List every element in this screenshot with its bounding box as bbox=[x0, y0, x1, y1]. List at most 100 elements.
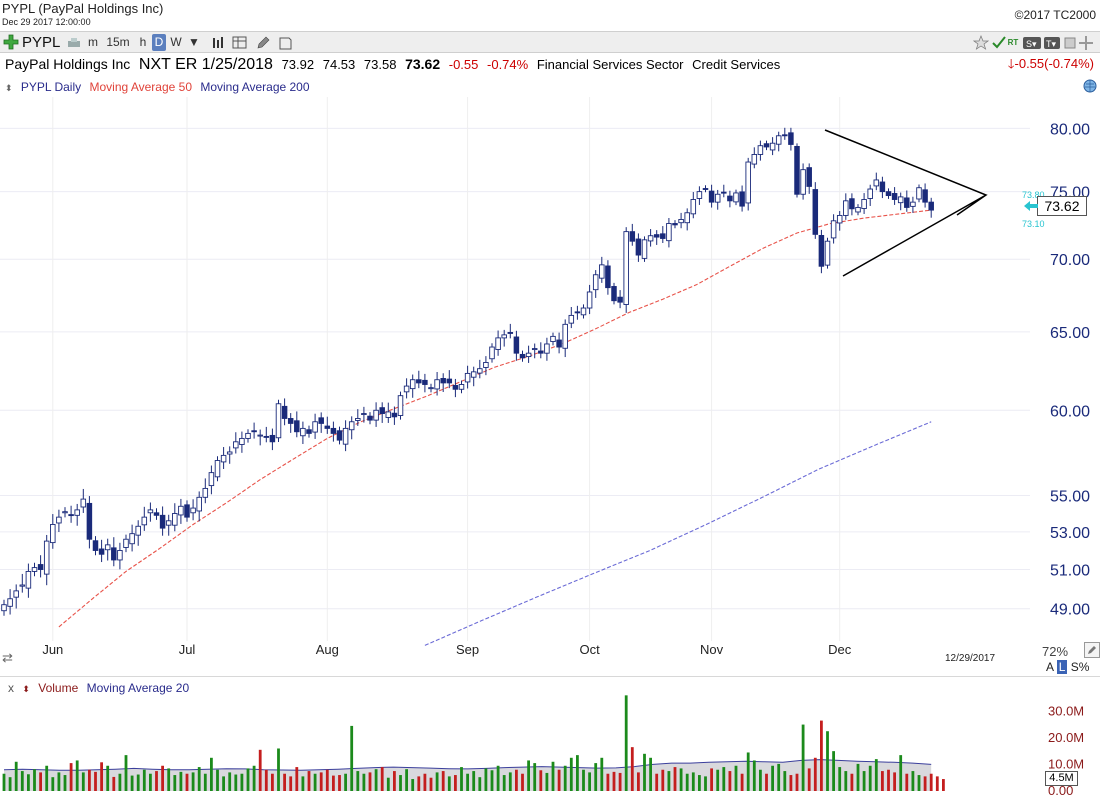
high-price: 74.53 bbox=[322, 57, 356, 72]
period-15-minute[interactable]: 15m bbox=[106, 35, 130, 49]
volume-bar bbox=[746, 752, 750, 791]
candle bbox=[56, 509, 62, 533]
candle bbox=[233, 432, 239, 454]
period-dropdown-icon[interactable]: ▼ bbox=[188, 35, 200, 49]
layout-icon[interactable] bbox=[232, 35, 248, 51]
check-icon[interactable] bbox=[991, 35, 1007, 51]
candle-body bbox=[184, 504, 190, 518]
volume-bar bbox=[356, 771, 360, 791]
volume-bar bbox=[508, 772, 512, 791]
volume-bar bbox=[490, 770, 494, 791]
candle-body bbox=[495, 337, 501, 350]
candle bbox=[538, 342, 544, 359]
candle-body bbox=[702, 188, 709, 190]
volume-legend: x ⬍ Volume Moving Average 20 bbox=[8, 681, 194, 695]
volume-bar bbox=[874, 759, 878, 791]
candle-body bbox=[281, 405, 288, 419]
candle-body bbox=[104, 544, 111, 551]
volume-bar bbox=[484, 768, 488, 791]
candle bbox=[928, 197, 934, 218]
volume-bar bbox=[161, 765, 164, 791]
copyright: ©2017 TC2000 bbox=[1014, 8, 1096, 22]
add-symbol-icon[interactable] bbox=[3, 34, 19, 51]
candle bbox=[452, 378, 459, 398]
edit-pencil-icon[interactable] bbox=[1084, 642, 1100, 663]
legend-expand-icon[interactable]: ⬍ bbox=[22, 684, 30, 694]
symbol-field[interactable]: PYPL bbox=[22, 34, 61, 51]
realtime-badge[interactable]: RT bbox=[1007, 38, 1019, 47]
scale-log[interactable]: L bbox=[1056, 660, 1068, 674]
candle bbox=[818, 229, 825, 274]
pane-divider[interactable] bbox=[0, 676, 1100, 677]
period-weekly[interactable]: W bbox=[170, 35, 182, 49]
period-minute[interactable]: m bbox=[88, 35, 98, 49]
legend-expand-icon[interactable]: ⬍ bbox=[5, 83, 13, 93]
legend-volume-ma[interactable]: Moving Average 20 bbox=[86, 681, 190, 695]
volume-bar bbox=[521, 773, 524, 791]
candle-body bbox=[739, 191, 745, 207]
candle bbox=[184, 500, 190, 522]
candle bbox=[251, 422, 257, 439]
candle-body bbox=[355, 418, 361, 421]
text-tool-icon[interactable]: T▾ bbox=[1043, 35, 1061, 51]
candle-body bbox=[37, 564, 44, 570]
volume-bar bbox=[454, 775, 457, 791]
legend-ma50[interactable]: Moving Average 50 bbox=[89, 80, 192, 94]
candle bbox=[849, 193, 855, 216]
candle bbox=[342, 420, 349, 452]
window-minimize-icon[interactable] bbox=[1062, 35, 1078, 51]
price-tick-label: 49.00 bbox=[1050, 602, 1090, 619]
candle bbox=[794, 143, 800, 198]
candle bbox=[312, 413, 318, 439]
volume-bar bbox=[51, 777, 55, 791]
scan-icon[interactable]: S▾ bbox=[1022, 35, 1042, 51]
volume-bar bbox=[893, 772, 896, 791]
candle-body bbox=[751, 154, 758, 165]
volume-bar bbox=[57, 772, 61, 791]
candle bbox=[422, 373, 428, 393]
globe-icon[interactable] bbox=[1083, 79, 1097, 98]
price-axis: 80.0075.0070.0065.0060.0055.0053.0051.00… bbox=[1050, 121, 1090, 618]
candle bbox=[708, 184, 715, 208]
candle bbox=[873, 172, 880, 191]
candle bbox=[275, 399, 282, 442]
scale-icon[interactable] bbox=[66, 35, 82, 51]
period-hour[interactable]: h bbox=[139, 35, 147, 49]
zoom-level[interactable]: 72% bbox=[1042, 644, 1069, 659]
volume-bar bbox=[612, 771, 616, 791]
candle-body bbox=[13, 590, 19, 598]
price-chart[interactable]: 80.0075.0070.0065.0060.0055.0053.0051.00… bbox=[0, 97, 1100, 672]
candle-body bbox=[74, 509, 80, 516]
move-icon[interactable] bbox=[1078, 35, 1094, 51]
candle bbox=[403, 378, 410, 399]
bar-style-icon[interactable] bbox=[210, 35, 226, 51]
candle-body bbox=[660, 233, 666, 239]
volume-bar bbox=[106, 765, 110, 791]
candle bbox=[605, 260, 611, 295]
volume-bar bbox=[460, 767, 463, 791]
draw-pencil-icon[interactable] bbox=[255, 35, 271, 51]
favorite-star-icon[interactable] bbox=[972, 35, 990, 51]
legend-ma200[interactable]: Moving Average 200 bbox=[200, 80, 310, 94]
candle-body bbox=[678, 219, 684, 224]
volume-bar bbox=[295, 767, 299, 791]
candle-body bbox=[306, 429, 312, 434]
close-pane-icon[interactable]: x bbox=[8, 681, 14, 695]
notes-icon[interactable] bbox=[277, 35, 293, 51]
price-grid bbox=[0, 97, 1030, 641]
candle-body bbox=[861, 199, 867, 209]
scale-arithmetic[interactable]: A bbox=[1046, 660, 1054, 674]
company-name: PayPal Holdings Inc bbox=[5, 56, 131, 72]
legend-volume[interactable]: Volume bbox=[38, 681, 79, 695]
period-daily[interactable]: D bbox=[152, 34, 166, 51]
sync-icon[interactable]: ⇄ bbox=[2, 650, 13, 665]
volume-bar bbox=[301, 776, 305, 791]
legend-symbol[interactable]: PYPL Daily bbox=[20, 80, 82, 94]
candle-body bbox=[385, 411, 392, 418]
volume-bar bbox=[289, 776, 293, 791]
volume-chart[interactable]: 30.0M 20.0M 10.0M 0.00 bbox=[0, 678, 1100, 800]
scale-percent[interactable]: S% bbox=[1070, 660, 1090, 674]
volume-ma-line bbox=[3, 759, 932, 771]
volume-bar bbox=[765, 773, 768, 791]
candle bbox=[318, 412, 324, 433]
